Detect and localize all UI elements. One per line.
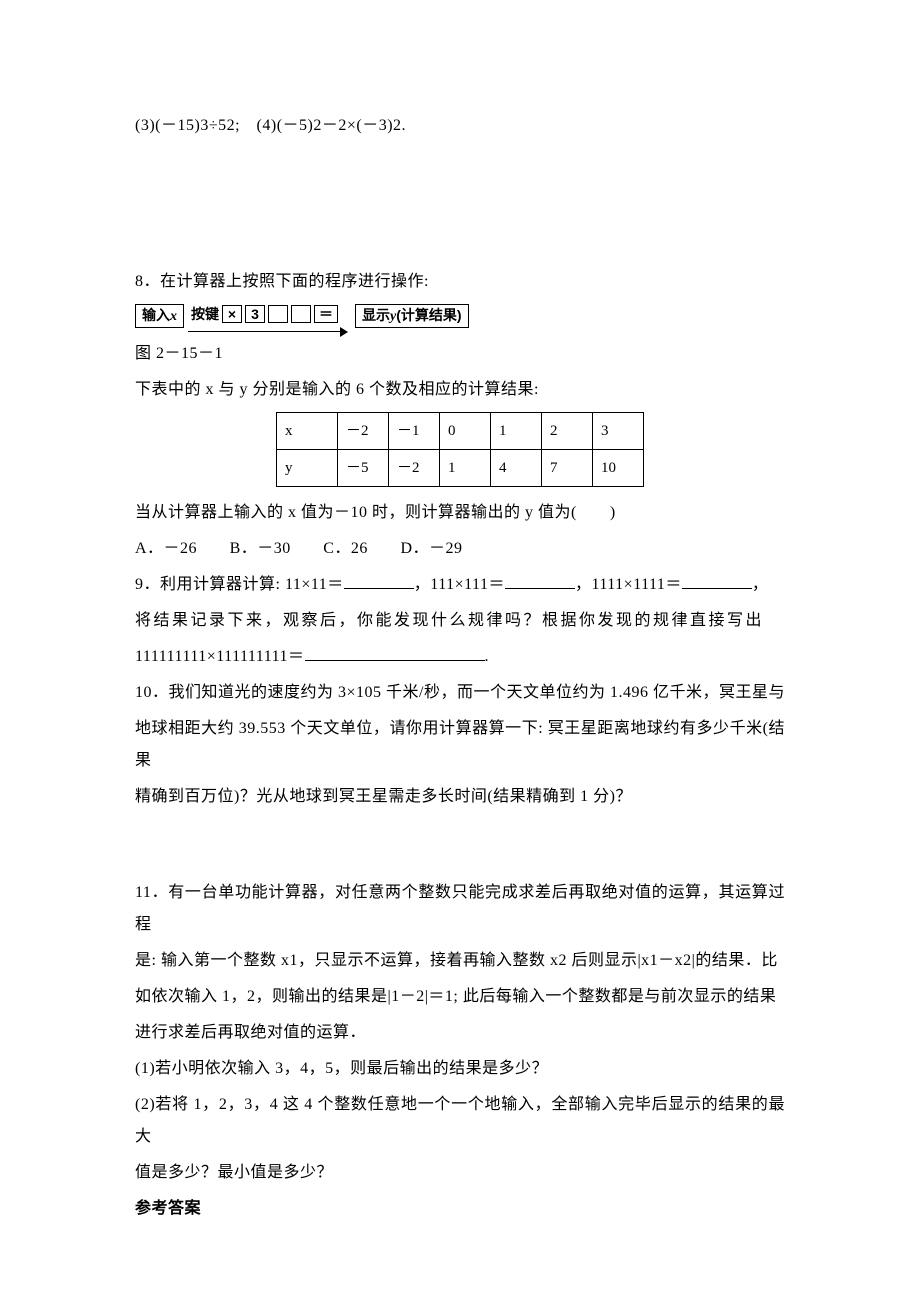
q9-text-d: ，	[752, 576, 769, 593]
q9-text-b: ，111×111＝	[414, 576, 505, 593]
q9-text-3b: .	[485, 648, 490, 665]
q11-line3: 如依次输入 1，2，则输出的结果是|1－2|＝1; 此后每输入一个整数都是与前次…	[135, 981, 785, 1013]
table-cell: －1	[389, 413, 440, 450]
flow-key-blank-1	[268, 305, 288, 323]
xy-table: x －2 －1 0 1 2 3 y －5 －2 1 4 7 10	[276, 412, 644, 487]
table-cell: 1	[440, 450, 491, 487]
table-cell: 3	[593, 413, 644, 450]
figure-caption: 图 2－15－1	[135, 338, 785, 370]
q11-sub1: (1)若小明依次输入 3，4，5，则最后输出的结果是多少？	[135, 1053, 785, 1085]
q7-continuation: (3)(－15)3÷52; (4)(－5)2－2×(－3)2.	[135, 110, 785, 142]
table-cell: －5	[338, 450, 389, 487]
table-cell: 4	[491, 450, 542, 487]
q8-line2: 下表中的 x 与 y 分别是输入的 6 个数及相应的计算结果:	[135, 374, 785, 406]
table-cell: 10	[593, 450, 644, 487]
page-content: (3)(－15)3÷52; (4)(－5)2－2×(－3)2. 8．在计算器上按…	[0, 0, 920, 1289]
q9-text-3a: 111111111×111111111＝	[135, 648, 305, 665]
q10-line1: 10．我们知道光的速度约为 3×105 千米/秒，而一个天文单位约为 1.496…	[135, 677, 785, 709]
table-cell: 2	[542, 413, 593, 450]
fill-blank-long	[305, 642, 485, 661]
table-cell: 0	[440, 413, 491, 450]
table-cell: －2	[389, 450, 440, 487]
flow-key-multiply: ×	[222, 305, 242, 323]
flow-output-prefix: 显示	[362, 307, 390, 323]
q8-options: A．－26 B．－30 C．26 D．－29	[135, 533, 785, 565]
answer-heading: 参考答案	[135, 1193, 785, 1225]
flow-key-blank-2	[291, 305, 311, 323]
q11-line4: 进行求差后再取绝对值的运算．	[135, 1017, 785, 1049]
table-header-x: x	[277, 413, 338, 450]
flow-key-equals: ＝	[314, 305, 338, 323]
option-a: A．－26	[135, 540, 197, 557]
q11-sub2a: (2)若将 1，2，3，4 这 4 个整数任意地一个一个地输入，全部输入完毕后显…	[135, 1089, 785, 1153]
q9-text-c: ，1111×1111＝	[575, 576, 682, 593]
q10-line2: 地球相距大约 39.553 个天文单位，请你用计算器算一下: 冥王星距离地球约有…	[135, 713, 785, 777]
flow-input-prefix: 输入	[142, 307, 170, 323]
table-cell: 7	[542, 450, 593, 487]
q10-line3: 精确到百万位)？光从地球到冥王星需走多长时间(结果精确到 1 分)？	[135, 781, 785, 813]
q9-text-a: 9．利用计算器计算: 11×11＝	[135, 576, 344, 593]
table-header-y: y	[277, 450, 338, 487]
q9-line3: 111111111×111111111＝.	[135, 641, 785, 673]
q9-line2: 将结果记录下来，观察后，你能发现什么规律吗？根据你发现的规律直接写出	[135, 605, 785, 637]
flow-keys-label: 按键	[191, 300, 219, 328]
q11-sub2b: 值是多少？最小值是多少？	[135, 1157, 785, 1189]
option-b: B．－30	[230, 540, 291, 557]
vertical-space	[135, 817, 785, 877]
q11-line2: 是: 输入第一个整数 x1，只显示不运算，接着再输入整数 x2 后则显示|x1－…	[135, 945, 785, 977]
q8-stem: 8．在计算器上按照下面的程序进行操作:	[135, 266, 785, 298]
fill-blank	[505, 570, 575, 589]
option-c: C．26	[323, 540, 368, 557]
option-d: D．－29	[400, 540, 462, 557]
table-row: x －2 －1 0 1 2 3	[277, 413, 644, 450]
flow-key-3: 3	[245, 305, 265, 323]
q9-line1: 9．利用计算器计算: 11×11＝ ，111×111＝ ，1111×1111＝ ，	[135, 569, 785, 601]
q11-line1: 11．有一台单功能计算器，对任意两个整数只能完成求差后再取绝对值的运算，其运算过…	[135, 877, 785, 941]
flow-output-box: 显示y(计算结果)	[355, 304, 469, 328]
flow-keys-segment: 按键 × 3 ＝	[188, 300, 341, 332]
fill-blank	[682, 570, 752, 589]
q8-line3: 当从计算器上输入的 x 值为－10 时，则计算器输出的 y 值为( )	[135, 497, 785, 529]
table-cell: －2	[338, 413, 389, 450]
table-row: y －5 －2 1 4 7 10	[277, 450, 644, 487]
vertical-space	[135, 146, 785, 266]
table-cell: 1	[491, 413, 542, 450]
flow-input-var: x	[170, 309, 177, 324]
fill-blank	[344, 570, 414, 589]
flow-input-box: 输入x	[135, 304, 184, 328]
flow-output-suffix: (计算结果)	[396, 307, 461, 323]
flow-diagram: 输入x 按键 × 3 ＝ 显示y(计算结果)	[135, 302, 785, 330]
